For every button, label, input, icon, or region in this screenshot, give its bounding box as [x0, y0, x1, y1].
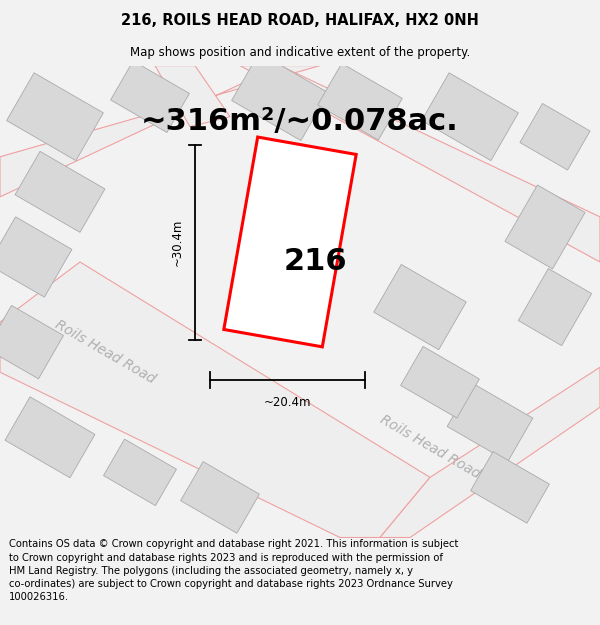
Polygon shape [110, 61, 190, 132]
Polygon shape [240, 66, 600, 262]
Polygon shape [505, 185, 585, 269]
Polygon shape [518, 269, 592, 346]
Text: ~30.4m: ~30.4m [170, 219, 184, 266]
Text: Map shows position and indicative extent of the property.: Map shows position and indicative extent… [130, 46, 470, 59]
Polygon shape [401, 346, 479, 418]
Polygon shape [447, 383, 533, 461]
Polygon shape [422, 73, 518, 161]
Polygon shape [104, 439, 176, 506]
Polygon shape [5, 397, 95, 478]
Text: Contains OS data © Crown copyright and database right 2021. This information is : Contains OS data © Crown copyright and d… [9, 539, 458, 602]
Text: Roils Head Road: Roils Head Road [52, 318, 158, 386]
Polygon shape [0, 262, 430, 538]
Polygon shape [181, 462, 259, 533]
Polygon shape [0, 306, 64, 379]
Polygon shape [520, 104, 590, 170]
Polygon shape [317, 63, 403, 140]
Text: ~316m²/~0.078ac.: ~316m²/~0.078ac. [141, 107, 459, 136]
Polygon shape [470, 452, 550, 523]
Polygon shape [15, 151, 105, 232]
Text: 216: 216 [283, 248, 347, 276]
Polygon shape [0, 217, 72, 297]
Polygon shape [232, 52, 328, 141]
Text: Roils Head Road: Roils Head Road [377, 413, 482, 482]
Polygon shape [7, 73, 103, 161]
Polygon shape [155, 66, 230, 127]
Polygon shape [380, 367, 600, 538]
Polygon shape [374, 264, 466, 350]
Text: 216, ROILS HEAD ROAD, HALIFAX, HX2 0NH: 216, ROILS HEAD ROAD, HALIFAX, HX2 0NH [121, 13, 479, 28]
Text: ~20.4m: ~20.4m [264, 396, 311, 409]
Polygon shape [0, 66, 320, 197]
Polygon shape [224, 137, 356, 347]
